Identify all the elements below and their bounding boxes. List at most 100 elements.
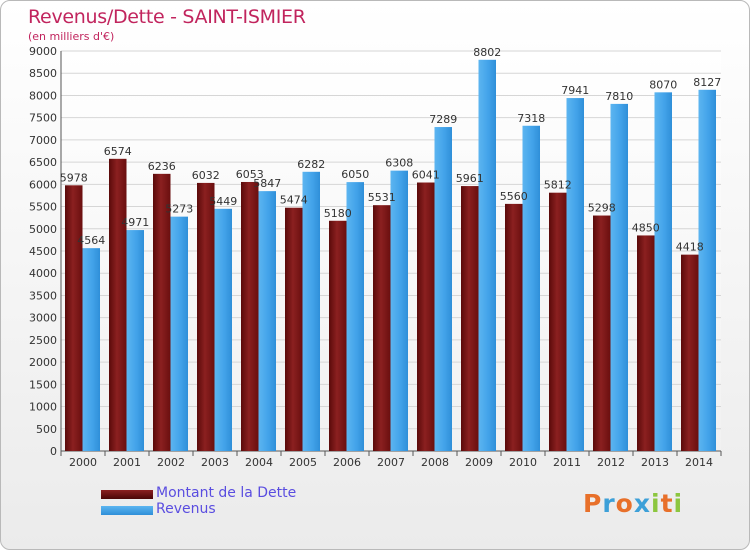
y-tick-label: 2000 (29, 356, 57, 369)
bar-revenus (346, 182, 364, 451)
bar-dette (153, 173, 171, 451)
y-tick-label: 4000 (29, 267, 57, 280)
value-label-revenus: 6050 (341, 168, 369, 181)
value-label-dette: 4418 (676, 241, 704, 254)
bar-dette (637, 235, 655, 451)
x-tick-label: 2001 (113, 456, 141, 469)
value-label-dette: 5978 (60, 171, 88, 184)
value-label-dette: 5531 (368, 191, 396, 204)
value-label-dette: 6041 (412, 169, 440, 182)
x-tick-label: 2000 (69, 456, 97, 469)
bar-revenus (126, 230, 144, 451)
x-tick-label: 2003 (201, 456, 229, 469)
logo-letter: i (673, 489, 684, 518)
value-label-dette: 6574 (104, 145, 132, 158)
chart-title: Revenus/Dette - SAINT-ISMIER (28, 6, 306, 28)
y-tick-label: 9000 (29, 45, 57, 58)
bar-revenus (478, 59, 496, 452)
value-label-dette: 5560 (500, 190, 528, 203)
value-label-dette: 6053 (236, 168, 264, 181)
x-tick-label: 2004 (245, 456, 273, 469)
value-label-dette: 5812 (544, 179, 572, 192)
legend-swatch-dette (101, 490, 153, 499)
y-tick-label: 5000 (29, 223, 57, 236)
bar-dette (505, 203, 523, 451)
bar-dette (197, 182, 215, 451)
bar-revenus (170, 216, 188, 451)
x-tick-label: 2006 (333, 456, 361, 469)
x-tick-label: 2008 (421, 456, 449, 469)
y-tick-label: 5500 (29, 201, 57, 214)
bar-revenus (82, 248, 100, 451)
bar-revenus (522, 125, 540, 451)
x-tick-label: 2013 (641, 456, 669, 469)
logo-letter: o (615, 489, 634, 518)
y-tick-label: 7500 (29, 112, 57, 125)
bar-dette (549, 192, 567, 451)
value-label-dette: 5474 (280, 194, 308, 207)
y-tick-label: 6500 (29, 156, 57, 169)
value-label-revenus: 6282 (297, 158, 325, 171)
value-label-revenus: 7941 (561, 84, 589, 97)
bar-revenus (654, 92, 672, 451)
bar-revenus (610, 103, 628, 451)
value-label-revenus: 8127 (693, 76, 721, 89)
proxiti-logo: Proxiti (583, 489, 683, 518)
x-tick-label: 2012 (597, 456, 625, 469)
bar-revenus (214, 208, 232, 451)
bar-dette (241, 181, 259, 451)
x-tick-label: 2007 (377, 456, 405, 469)
bar-dette (329, 220, 347, 451)
y-tick-label: 1000 (29, 401, 57, 414)
bar-revenus (258, 191, 276, 451)
value-label-revenus: 5847 (253, 177, 281, 190)
value-label-revenus: 7289 (429, 113, 457, 126)
logo-letter: i (651, 489, 661, 518)
x-tick-label: 2005 (289, 456, 317, 469)
bar-dette (285, 207, 303, 451)
bar-dette (681, 254, 699, 451)
x-tick-label: 2011 (553, 456, 581, 469)
y-tick-label: 8500 (29, 67, 57, 80)
value-label-revenus: 5273 (165, 203, 193, 216)
bar-dette (109, 158, 127, 452)
y-tick-label: 0 (50, 445, 57, 458)
value-label-dette: 4850 (632, 221, 660, 234)
y-tick-label: 7000 (29, 134, 57, 147)
legend-label-revenus: Revenus (156, 501, 216, 517)
logo-letter: x (633, 489, 651, 518)
value-label-revenus: 7810 (605, 90, 633, 103)
logo-letter: t (660, 489, 674, 518)
value-label-dette: 6032 (192, 169, 220, 182)
bar-dette (65, 185, 83, 452)
bar-revenus (698, 89, 716, 452)
bar-revenus (566, 98, 584, 452)
value-label-revenus: 4564 (77, 234, 105, 247)
y-tick-label: 1500 (29, 378, 57, 391)
x-tick-label: 2002 (157, 456, 185, 469)
y-tick-label: 4500 (29, 245, 57, 258)
bar-dette (461, 186, 479, 452)
value-label-revenus: 5449 (209, 195, 237, 208)
bar-dette (593, 215, 611, 451)
x-tick-label: 2010 (509, 456, 537, 469)
logo-letter: P (583, 489, 603, 518)
value-label-dette: 5180 (324, 207, 352, 220)
value-label-dette: 5961 (456, 172, 484, 185)
y-tick-label: 3000 (29, 312, 57, 325)
y-tick-label: 6000 (29, 178, 57, 191)
y-tick-label: 3500 (29, 289, 57, 302)
value-label-revenus: 8070 (649, 78, 677, 91)
value-label-revenus: 4971 (121, 216, 149, 229)
logo-letter: r (602, 489, 616, 518)
chart-subtitle: (en milliers d'€) (28, 30, 115, 43)
x-tick-label: 2009 (465, 456, 493, 469)
legend-label-dette: Montant de la Dette (156, 485, 297, 501)
y-tick-label: 2500 (29, 334, 57, 347)
value-label-dette: 5298 (588, 202, 616, 215)
value-label-dette: 6236 (148, 160, 176, 173)
bar-revenus (390, 170, 408, 451)
x-tick-label: 2014 (685, 456, 713, 469)
